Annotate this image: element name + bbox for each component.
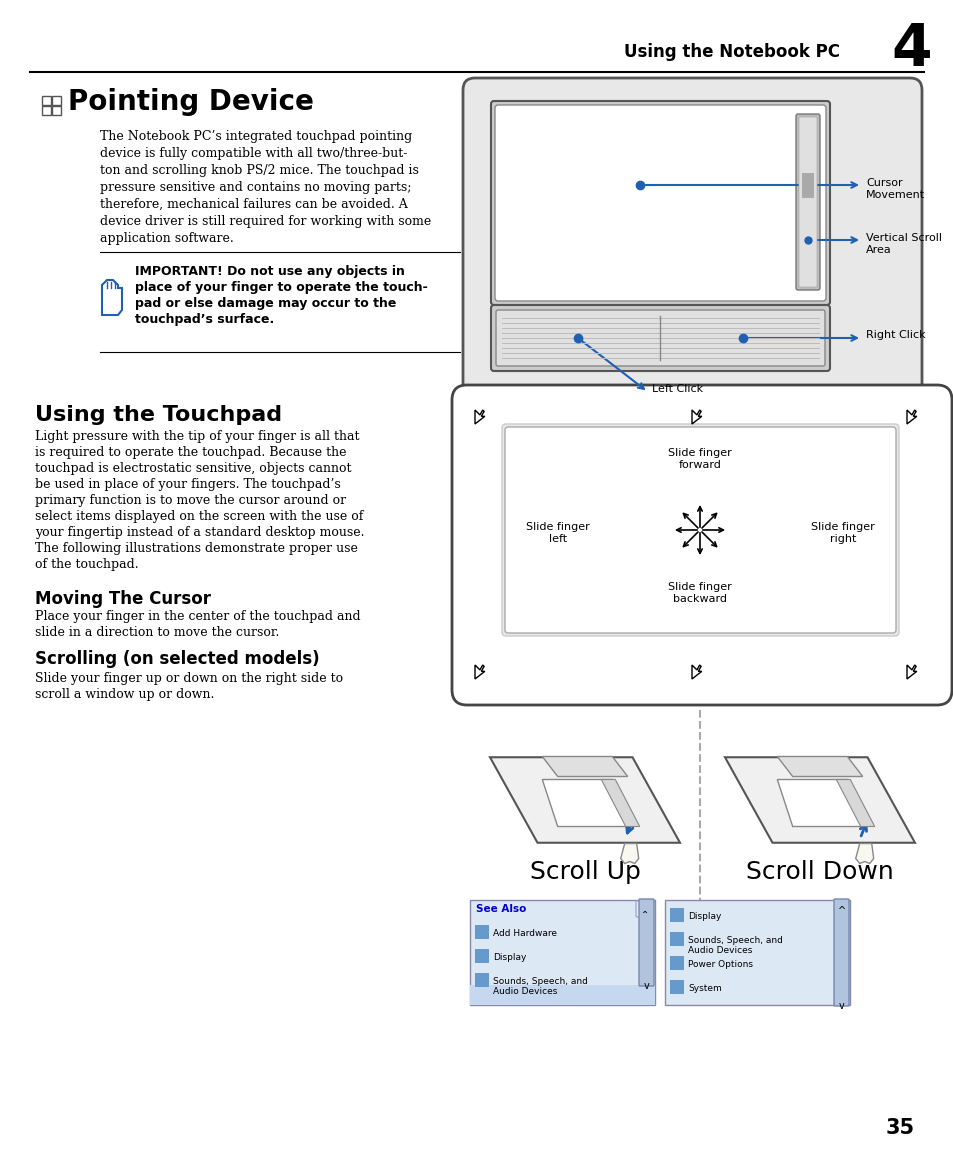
Text: slide in a direction to move the cursor.: slide in a direction to move the cursor. <box>35 626 279 639</box>
FancyBboxPatch shape <box>504 427 895 633</box>
FancyBboxPatch shape <box>452 385 951 705</box>
Text: Power Options: Power Options <box>687 960 752 969</box>
Text: place of your finger to operate the touch-: place of your finger to operate the touc… <box>135 281 427 295</box>
Text: ton and scrolling knob PS/2 mice. The touchpad is: ton and scrolling knob PS/2 mice. The to… <box>100 164 418 177</box>
Bar <box>470 985 655 1005</box>
Text: Slide finger
right: Slide finger right <box>810 522 874 544</box>
Text: be used in place of your fingers. The touchpad’s: be used in place of your fingers. The to… <box>35 478 340 491</box>
Text: Using the Notebook PC: Using the Notebook PC <box>623 43 840 61</box>
Text: Slide your finger up or down on the right side to: Slide your finger up or down on the righ… <box>35 672 343 685</box>
Text: Sounds, Speech, and
Audio Devices: Sounds, Speech, and Audio Devices <box>687 936 782 955</box>
Bar <box>669 956 683 970</box>
Text: System: System <box>687 984 721 993</box>
Bar <box>669 932 683 946</box>
Text: pressure sensitive and contains no moving parts;: pressure sensitive and contains no movin… <box>100 181 411 194</box>
Text: Pointing Device: Pointing Device <box>68 88 314 116</box>
Bar <box>475 949 489 963</box>
Polygon shape <box>600 780 639 827</box>
Text: Place your finger in the center of the touchpad and: Place your finger in the center of the t… <box>35 610 360 623</box>
Text: is required to operate the touchpad. Because the: is required to operate the touchpad. Bec… <box>35 446 346 459</box>
Text: device driver is still required for working with some: device driver is still required for work… <box>100 215 431 228</box>
Text: Display: Display <box>493 953 526 962</box>
Text: select items displayed on the screen with the use of: select items displayed on the screen wit… <box>35 511 363 523</box>
Bar <box>801 173 813 198</box>
Polygon shape <box>777 780 862 827</box>
Bar <box>42 106 51 116</box>
Text: Slide finger
backward: Slide finger backward <box>667 582 731 604</box>
Polygon shape <box>490 758 679 843</box>
Polygon shape <box>836 780 874 827</box>
Text: IMPORTANT! Do not use any objects in: IMPORTANT! Do not use any objects in <box>135 264 404 278</box>
Text: Add Hardware: Add Hardware <box>493 929 557 938</box>
Polygon shape <box>475 665 484 679</box>
FancyBboxPatch shape <box>491 100 829 305</box>
Polygon shape <box>724 758 914 843</box>
Polygon shape <box>541 757 627 776</box>
Polygon shape <box>906 410 916 424</box>
Text: ^: ^ <box>837 906 845 916</box>
Text: therefore, mechanical failures can be avoided. A: therefore, mechanical failures can be av… <box>100 198 407 211</box>
Bar <box>475 925 489 939</box>
Bar <box>664 900 849 1005</box>
Text: scroll a window up or down.: scroll a window up or down. <box>35 688 214 701</box>
FancyBboxPatch shape <box>501 424 898 636</box>
Polygon shape <box>777 757 862 776</box>
Text: Left Click: Left Click <box>651 383 702 394</box>
Text: Using the Touchpad: Using the Touchpad <box>35 405 282 425</box>
Bar <box>669 908 683 922</box>
Text: Vertical Scroll
Area: Vertical Scroll Area <box>865 233 941 254</box>
Bar <box>470 900 655 1005</box>
Text: 35: 35 <box>884 1118 914 1138</box>
Text: Slide finger
left: Slide finger left <box>525 522 589 544</box>
Bar <box>52 106 61 116</box>
Bar <box>669 979 683 994</box>
Text: Scroll Up: Scroll Up <box>529 860 639 884</box>
Bar <box>42 96 51 105</box>
Text: pad or else damage may occur to the: pad or else damage may occur to the <box>135 297 395 310</box>
Text: device is fully compatible with all two/three-but-: device is fully compatible with all two/… <box>100 147 407 161</box>
Polygon shape <box>855 843 873 864</box>
Text: your fingertip instead of a standard desktop mouse.: your fingertip instead of a standard des… <box>35 526 364 539</box>
Text: Moving The Cursor: Moving The Cursor <box>35 590 211 608</box>
Text: The Notebook PC’s integrated touchpad pointing: The Notebook PC’s integrated touchpad po… <box>100 131 412 143</box>
Text: See Also: See Also <box>476 904 526 914</box>
Polygon shape <box>906 665 916 679</box>
FancyBboxPatch shape <box>462 79 921 397</box>
Text: Scroll Down: Scroll Down <box>745 860 893 884</box>
FancyBboxPatch shape <box>496 310 824 366</box>
Text: ⌃: ⌃ <box>640 910 648 921</box>
Text: Light pressure with the tip of your finger is all that: Light pressure with the tip of your fing… <box>35 430 359 444</box>
Text: The following illustrations demonstrate proper use: The following illustrations demonstrate … <box>35 542 357 556</box>
Bar <box>52 96 61 105</box>
Text: touchpad is electrostatic sensitive, objects cannot: touchpad is electrostatic sensitive, obj… <box>35 462 351 475</box>
FancyBboxPatch shape <box>491 305 829 371</box>
Text: Sounds, Speech, and
Audio Devices: Sounds, Speech, and Audio Devices <box>493 977 587 997</box>
Text: Slide finger
forward: Slide finger forward <box>667 448 731 470</box>
Text: of the touchpad.: of the touchpad. <box>35 558 138 571</box>
Bar <box>475 973 489 988</box>
Polygon shape <box>691 665 701 679</box>
Polygon shape <box>691 410 701 424</box>
Text: 4: 4 <box>891 22 931 79</box>
Text: Scrolling (on selected models): Scrolling (on selected models) <box>35 650 319 668</box>
Text: Right Click: Right Click <box>865 330 924 340</box>
Text: application software.: application software. <box>100 232 233 245</box>
FancyBboxPatch shape <box>639 899 654 986</box>
Text: Cursor
Movement: Cursor Movement <box>865 178 924 200</box>
FancyBboxPatch shape <box>833 899 848 1006</box>
FancyBboxPatch shape <box>795 114 820 290</box>
FancyBboxPatch shape <box>636 901 652 917</box>
FancyBboxPatch shape <box>799 117 816 286</box>
Text: v: v <box>839 1001 844 1011</box>
Polygon shape <box>541 780 627 827</box>
Text: primary function is to move the cursor around or: primary function is to move the cursor a… <box>35 494 346 507</box>
FancyBboxPatch shape <box>495 105 825 301</box>
Polygon shape <box>620 843 638 864</box>
Polygon shape <box>475 410 484 424</box>
Text: Display: Display <box>687 912 720 921</box>
Text: touchpad’s surface.: touchpad’s surface. <box>135 313 274 326</box>
Text: v: v <box>643 981 649 991</box>
